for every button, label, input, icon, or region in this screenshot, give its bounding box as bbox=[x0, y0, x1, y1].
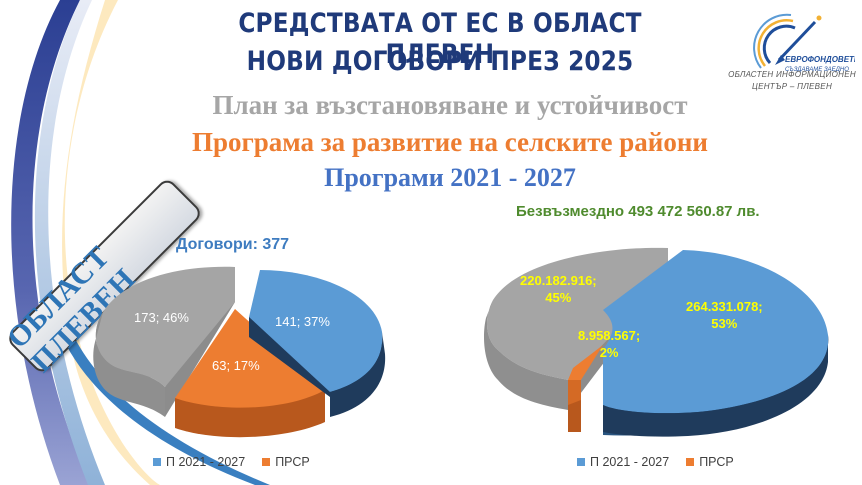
grants-heading: Безвъзмездно 493 472 560.87 лв. bbox=[516, 203, 760, 220]
main-title-line1: СРЕДСТВАТА ОТ ЕС В ОБЛАСТ ПЛЕВЕН bbox=[238, 8, 642, 70]
label-pvu-amount: 220.182.916; 45% bbox=[520, 273, 597, 305]
contracts-legend: П 2021 - 2027 ПРСР bbox=[153, 455, 327, 469]
svg-text:ЕВРОФОНДОВЕТЕ: ЕВРОФОНДОВЕТЕ bbox=[785, 55, 855, 64]
grants-pie-chart bbox=[483, 247, 829, 437]
label-prsr-amount: 8.958.567; 2% bbox=[578, 328, 641, 360]
legend-swatch-blue bbox=[153, 458, 161, 466]
legend-swatch-blue bbox=[577, 458, 585, 466]
legend-item-prsr: ПРСР bbox=[686, 455, 734, 469]
pie-slice-prsr bbox=[568, 345, 603, 432]
legend-swatch-orange bbox=[686, 458, 695, 466]
pie-slice-pvu bbox=[93, 266, 235, 417]
legend-item-p2021: П 2021 - 2027 bbox=[153, 455, 245, 469]
logo-org-line2: ЦЕНТЪР – ПЛЕВЕН bbox=[751, 82, 833, 91]
label-p2021-amount: 264.331.078; 53% bbox=[686, 299, 763, 331]
label-pvu-count: 173; 46% bbox=[134, 310, 189, 325]
subtitle-programs-2021-2027: Програми 2021 - 2027 bbox=[324, 163, 576, 192]
pie-slice-p2021-2027 bbox=[603, 250, 829, 437]
subtitle-rural-program: Програма за развитие на селските райони bbox=[192, 127, 708, 157]
pie-slice-prsr bbox=[175, 309, 325, 438]
logo-org-line1: ОБЛАСТЕН ИНФОРМАЦИОНЕН bbox=[728, 70, 856, 79]
main-title-line2: НОВИ ДОГОВОРИ ПРЕЗ 2025 bbox=[246, 46, 634, 77]
label-p2021-count: 141; 37% bbox=[275, 314, 330, 329]
contracts-heading: Договори: 377 bbox=[176, 236, 290, 253]
subtitle-recovery-plan: План за възстановяване и устойчивост bbox=[212, 90, 688, 120]
label-prsr-count: 63; 17% bbox=[212, 358, 260, 373]
pie-slice-p2021-2027 bbox=[249, 270, 386, 417]
legend-item-prsr: ПРСР bbox=[262, 455, 310, 469]
grants-legend: П 2021 - 2027 ПРСР bbox=[577, 455, 751, 469]
contracts-pie-chart bbox=[93, 266, 386, 438]
legend-item-p2021: П 2021 - 2027 bbox=[577, 455, 669, 469]
eurofunds-logo-icon: ЕВРОФОНДОВЕТЕ СЪЗДАВАМЕ ЗАЕДНО bbox=[753, 13, 855, 73]
legend-swatch-orange bbox=[262, 458, 271, 466]
svg-text:СЪЗДАВАМЕ ЗАЕДНО: СЪЗДАВАМЕ ЗАЕДНО bbox=[785, 67, 849, 73]
